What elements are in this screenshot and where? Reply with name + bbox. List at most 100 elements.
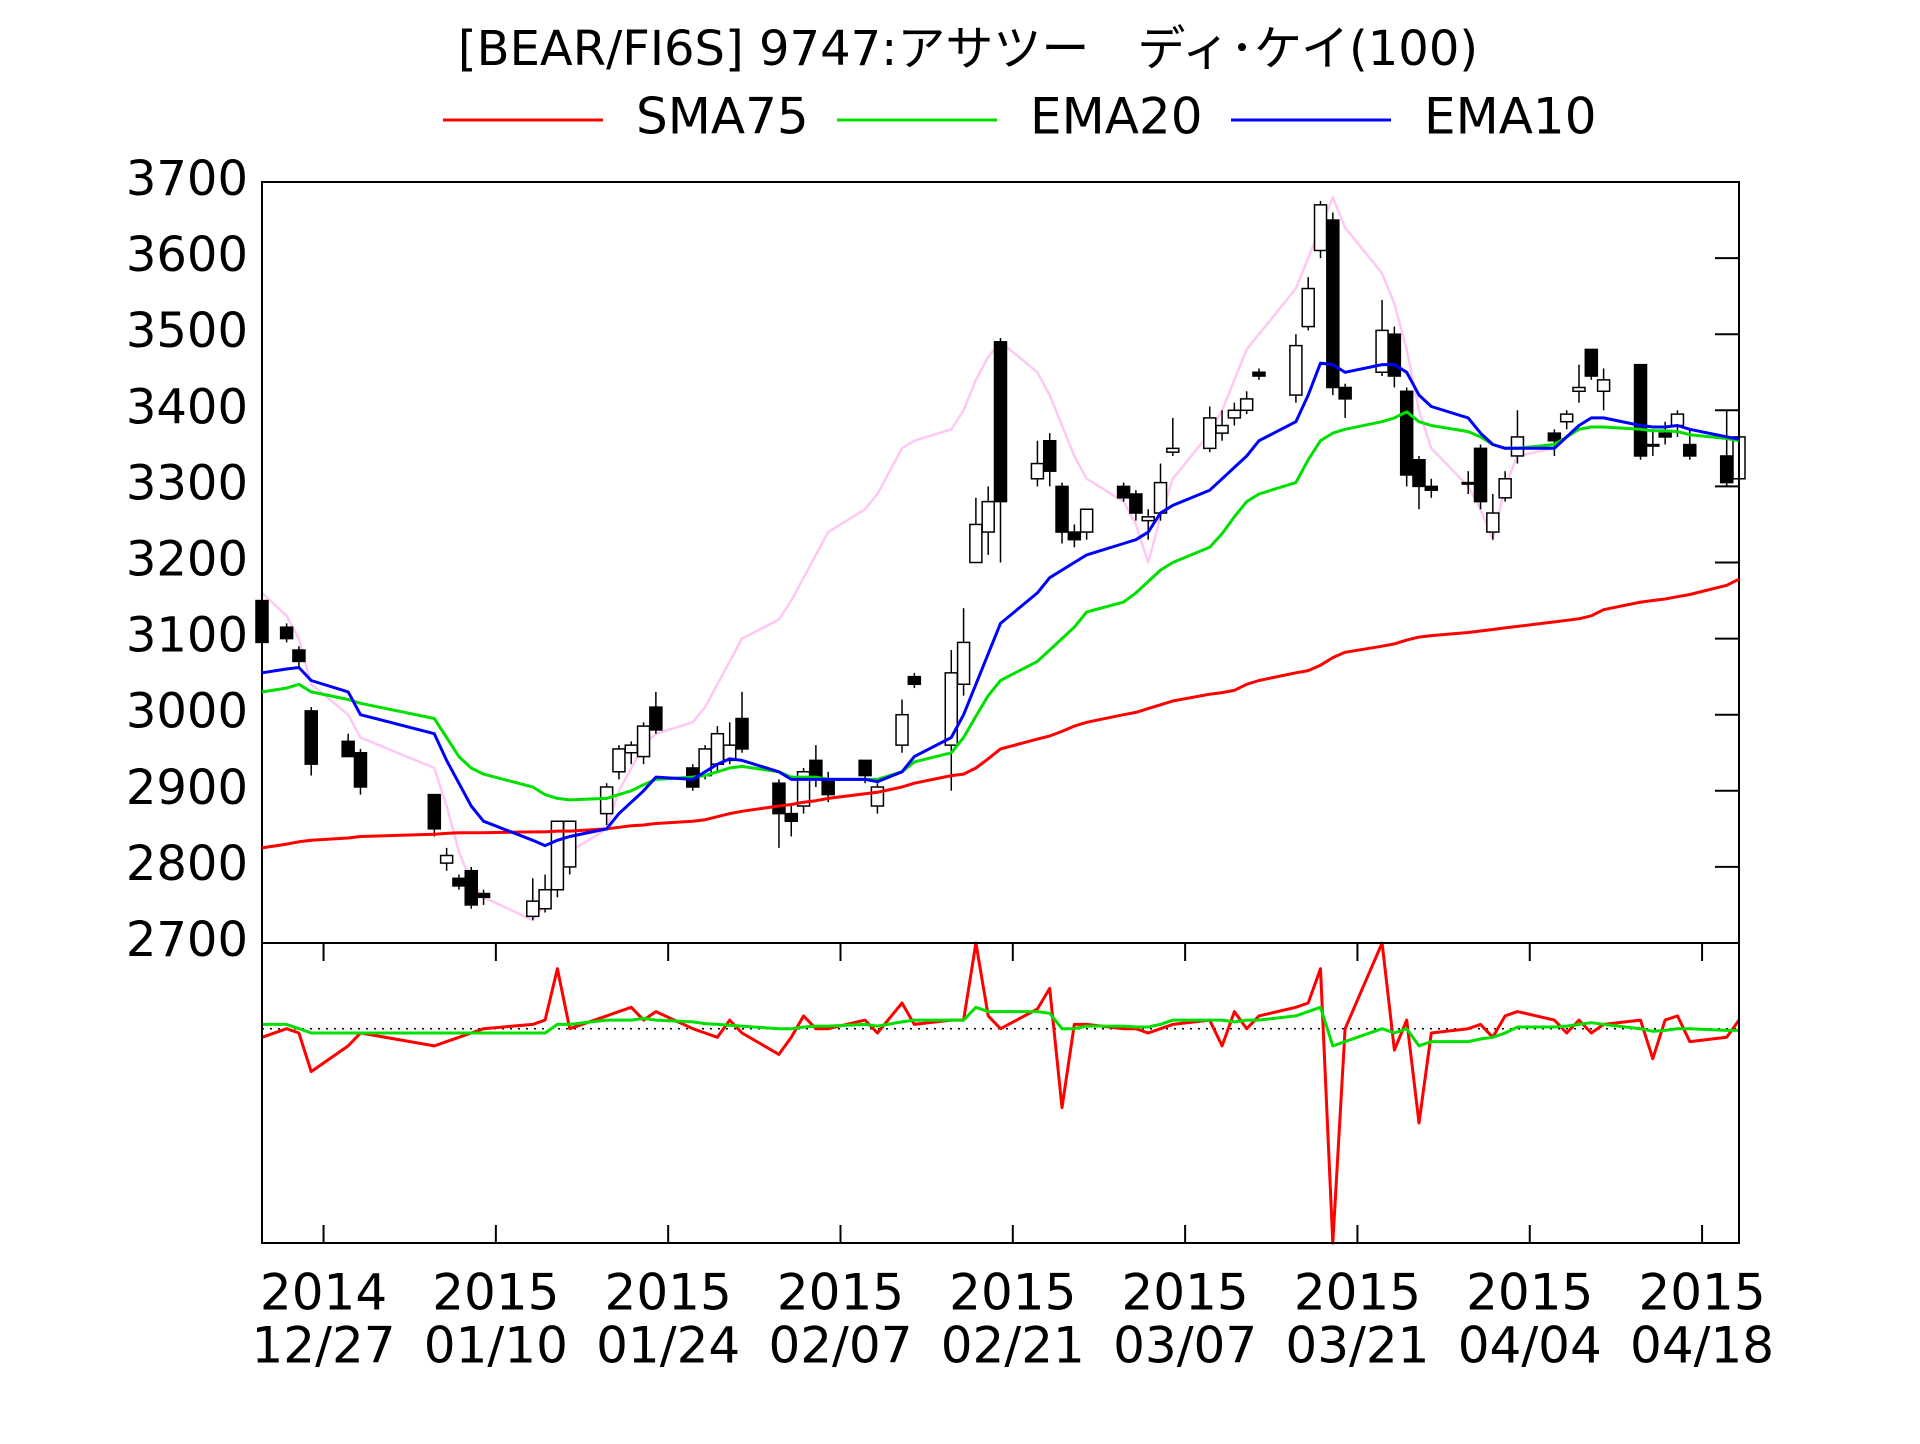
x-tick-label: 01/10 — [424, 1317, 568, 1375]
candle-body — [452, 877, 466, 887]
candle-body — [292, 649, 306, 663]
candle-body — [1227, 409, 1242, 419]
candle-body — [599, 786, 614, 815]
candle-body — [1719, 455, 1734, 484]
candle-body — [636, 725, 651, 758]
x-tick-label: 2015 — [1466, 1264, 1593, 1322]
candle-body — [1658, 432, 1672, 438]
candle-body — [562, 820, 577, 868]
candle-body — [1399, 390, 1414, 476]
candle-body — [821, 778, 835, 796]
candle-body — [1387, 333, 1402, 377]
legend-label: SMA75 — [636, 88, 809, 146]
x-tick-label: 04/04 — [1458, 1317, 1602, 1375]
candle-body — [1202, 417, 1217, 450]
y-tick-label: 3000 — [126, 684, 248, 740]
lines — [261, 941, 1741, 1245]
x-tick-label: 03/21 — [1285, 1317, 1429, 1375]
candles — [255, 201, 1746, 921]
candle-body — [1670, 413, 1685, 427]
candle-body — [1473, 447, 1488, 503]
candle-body — [981, 500, 995, 533]
legend-label: EMA10 — [1424, 88, 1597, 146]
x-tick-label: 2014 — [260, 1264, 387, 1322]
candle-body — [1116, 485, 1131, 499]
x-tick-label: 02/21 — [941, 1317, 1085, 1375]
lower-plot-frame — [261, 942, 1740, 1244]
ma-line — [261, 361, 1740, 848]
x-tick-label: 2015 — [432, 1264, 559, 1322]
candle-body — [341, 740, 355, 758]
y-tick-label: 3600 — [126, 227, 248, 283]
x-tick-label: 2015 — [1638, 1264, 1765, 1322]
candle-body — [464, 869, 478, 906]
candle-body — [1461, 481, 1475, 485]
candle-body — [476, 892, 491, 899]
candle-body — [858, 759, 872, 777]
candle-body — [1055, 485, 1069, 533]
x-tick-label: 2015 — [777, 1264, 904, 1322]
candle-body — [1153, 481, 1168, 514]
candle-body — [1301, 287, 1315, 328]
candle-body — [772, 782, 786, 815]
candle-body — [1646, 443, 1660, 447]
legend-label: EMA20 — [1030, 88, 1203, 146]
chart-title: [BEAR/FI6S] 9747:アサツー ディ･ケイ(100) — [458, 21, 1478, 77]
candle-body — [526, 900, 540, 918]
candle-body — [612, 748, 626, 773]
candle-body — [1079, 508, 1094, 533]
candle-body — [784, 812, 799, 822]
y-tick-label: 2800 — [126, 836, 248, 892]
candle-body — [1424, 485, 1439, 491]
candle-body — [735, 717, 749, 750]
candle-body — [1412, 459, 1426, 488]
candle-body — [1547, 432, 1562, 442]
candle-body — [1338, 386, 1352, 400]
x-tick-label: 01/24 — [596, 1317, 740, 1375]
candle-body — [1683, 443, 1697, 457]
candle-body — [1633, 363, 1648, 457]
x-tick-label: 02/07 — [768, 1317, 912, 1375]
candle-body — [353, 752, 368, 788]
candle-body — [907, 675, 922, 686]
indicator-line — [262, 1005, 1739, 1048]
candle-body — [710, 732, 725, 765]
candle-body — [439, 854, 454, 864]
y-tick-label: 3100 — [126, 608, 248, 664]
candle-body — [1215, 424, 1229, 434]
candle-body — [1030, 462, 1045, 480]
x-tick-label: 03/07 — [1113, 1317, 1257, 1375]
candle-body — [956, 641, 971, 686]
candle-body — [993, 341, 1008, 503]
candle-body — [1572, 386, 1586, 393]
candle-body — [1559, 413, 1574, 423]
y-tick-label: 3300 — [126, 455, 248, 511]
candle-body — [427, 793, 442, 830]
candle-body — [1289, 344, 1303, 396]
candle-body — [649, 706, 663, 731]
y-tick-label: 2900 — [126, 760, 248, 816]
y-tick-label: 3200 — [126, 532, 248, 588]
candle-body — [1498, 478, 1512, 499]
candle-body — [1239, 398, 1254, 412]
x-tick-label: 04/18 — [1630, 1317, 1774, 1375]
candle-body — [538, 888, 552, 910]
candle-body — [1313, 204, 1328, 252]
candle-body — [1042, 439, 1057, 472]
y-tick-label: 3700 — [126, 151, 248, 207]
candle-body — [624, 744, 638, 754]
x-tick-label: 2015 — [605, 1264, 732, 1322]
x-tick-label: 2015 — [1294, 1264, 1421, 1322]
y-tick-label: 2700 — [126, 912, 248, 968]
y-tick-label: 3500 — [126, 303, 248, 359]
candle-body — [1584, 348, 1599, 377]
candle-body — [304, 710, 318, 765]
candle-body — [1596, 379, 1611, 393]
candle-body — [1166, 447, 1180, 453]
x-tick-label: 2015 — [949, 1264, 1076, 1322]
candle-body — [279, 626, 294, 640]
candle-body — [969, 523, 983, 564]
candle-body — [895, 713, 909, 746]
